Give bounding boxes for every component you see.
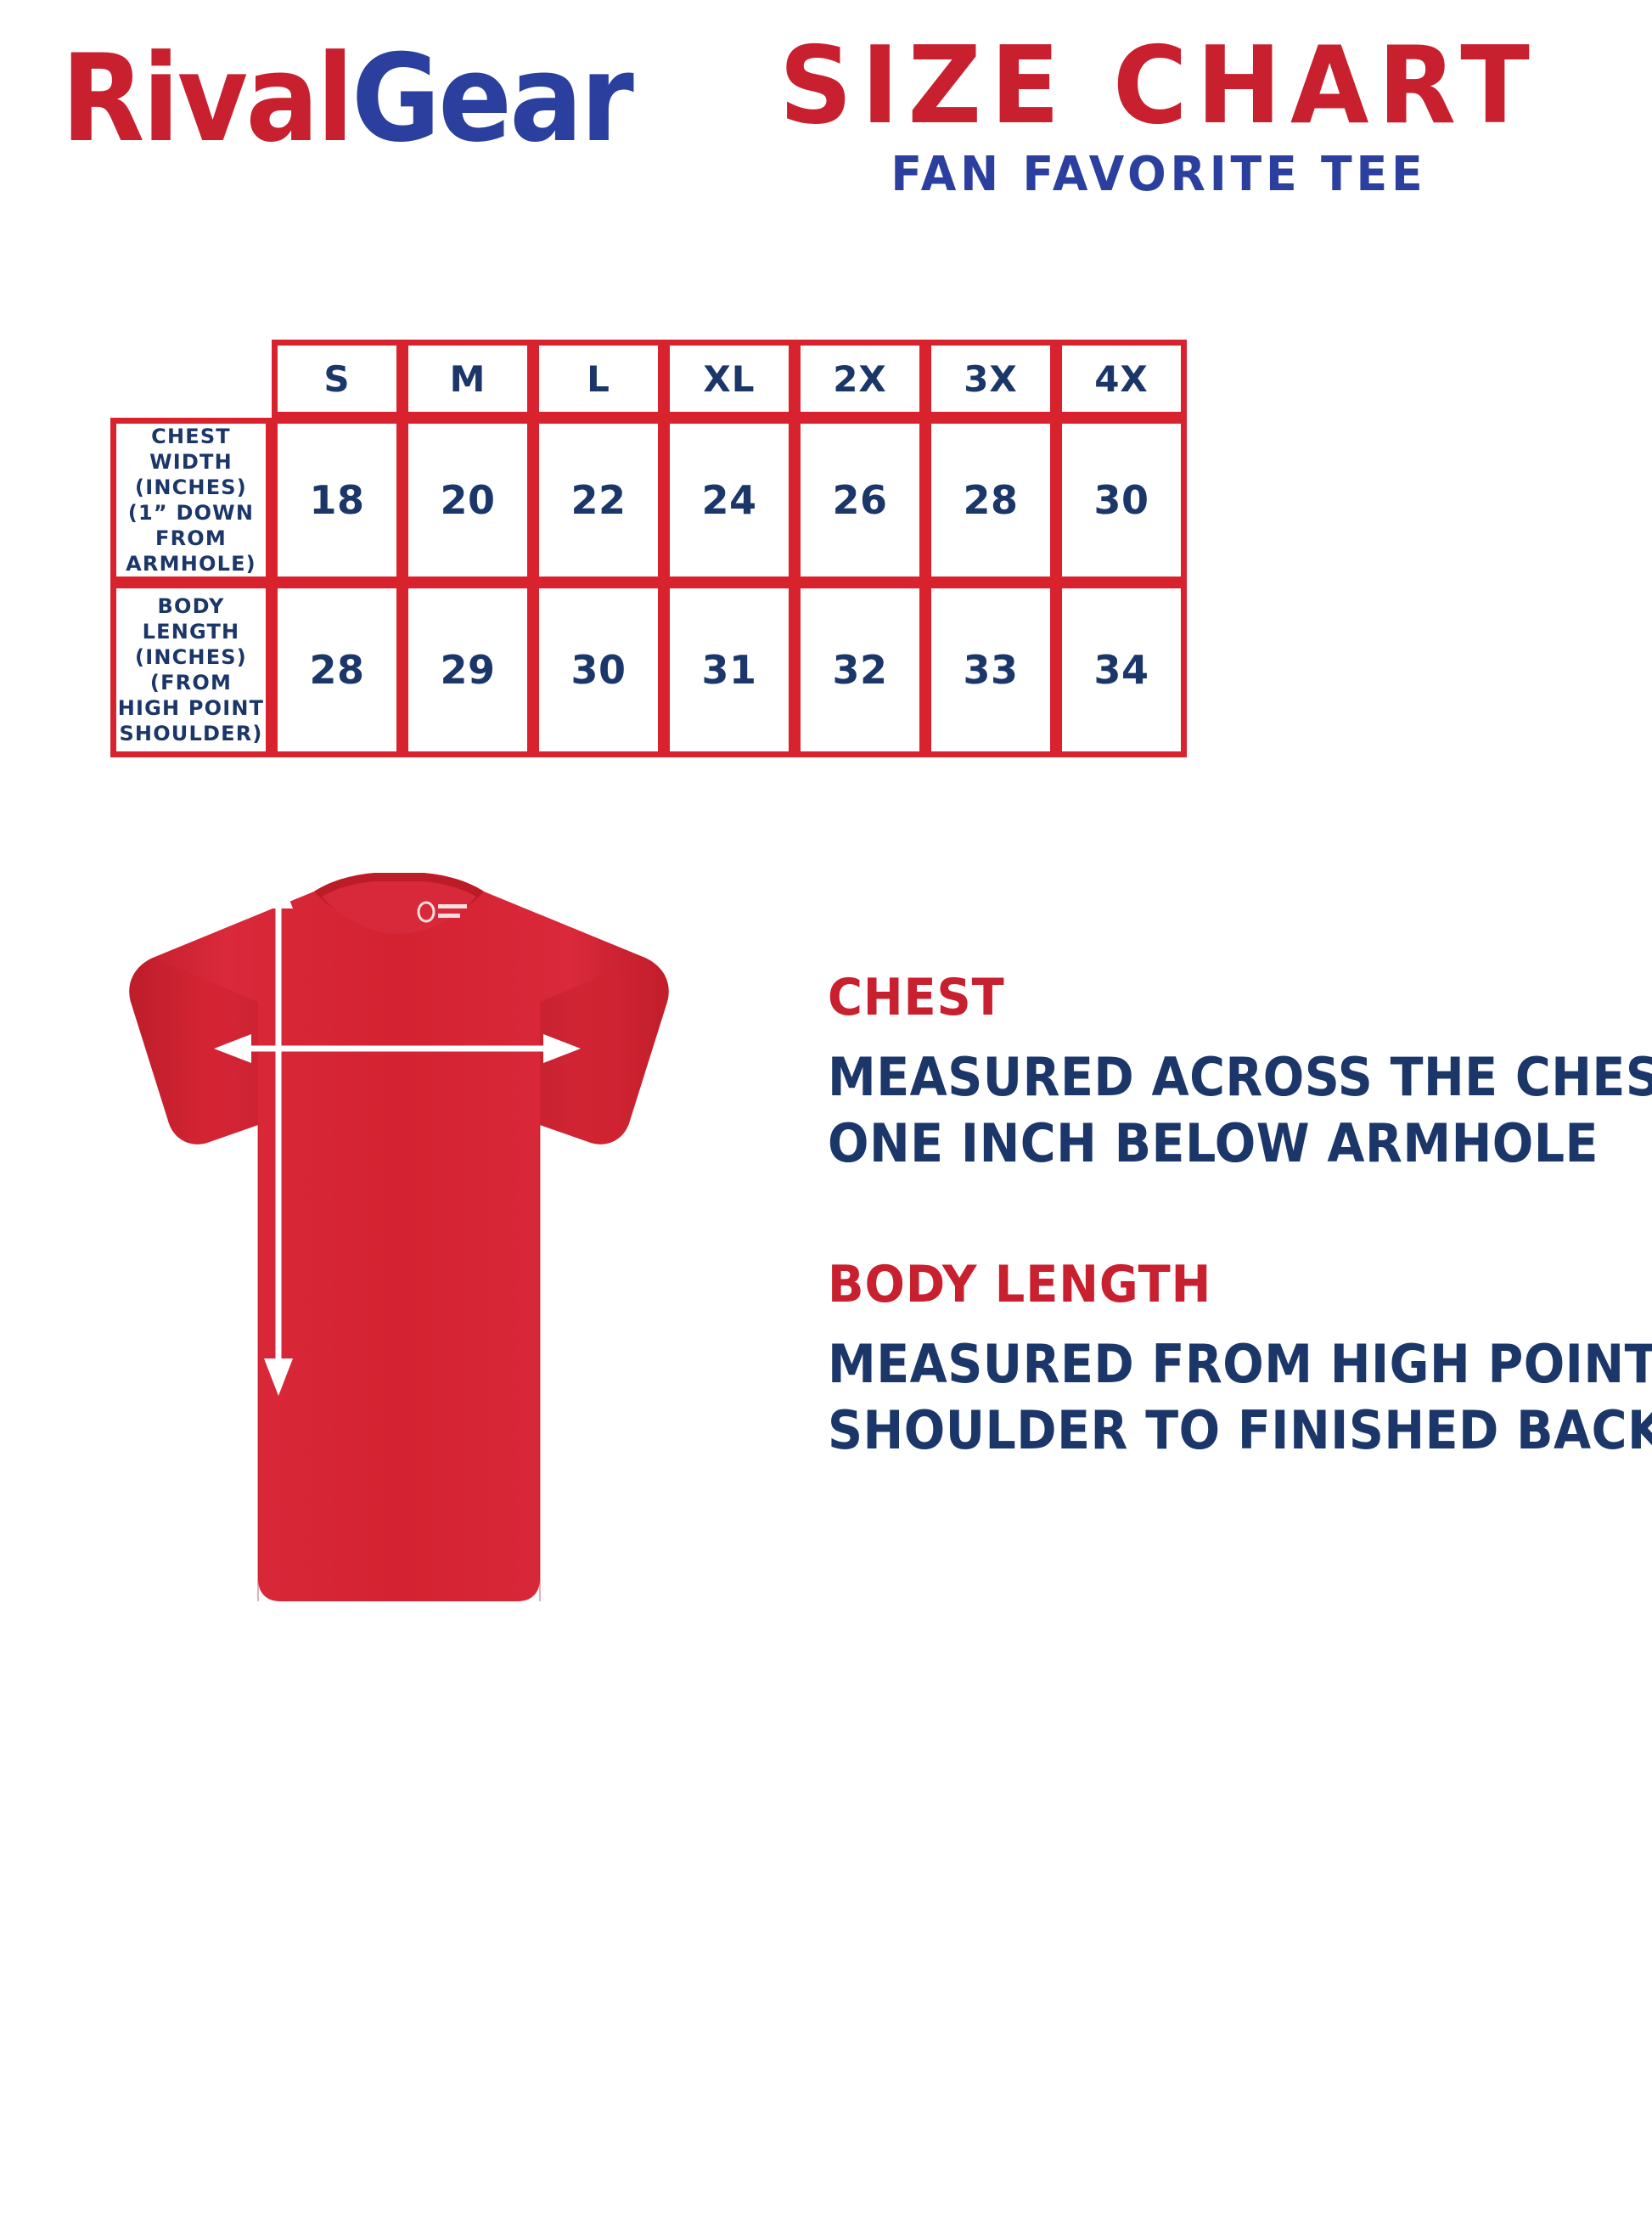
size-table-container: S M L XL 2X 3X 4X CHEST WIDTH (INCHES) (… [110, 340, 1187, 757]
body-length-2x: 32 [795, 582, 925, 757]
chest-width-3x: 28 [925, 418, 1056, 582]
description-title-body-length: BODY LENGTH [828, 1255, 1212, 1314]
size-header-2x: 2X [795, 340, 925, 418]
chest-width-xl: 24 [664, 418, 795, 582]
tshirt-body-shape [129, 873, 669, 1601]
page-subtitle: FAN FAVORITE TEE [891, 147, 1427, 202]
tshirt-svg [129, 871, 669, 1601]
row-label-chest-width: CHEST WIDTH (INCHES) (1” DOWN FROM ARMHO… [110, 418, 272, 582]
description-body-length-line-1: MEASURED FROM HIGH POINT [828, 1333, 1652, 1395]
size-header-xl: XL [664, 340, 795, 418]
size-header-m: M [402, 340, 533, 418]
description-group-chest: CHEST MEASURED ACROSS THE CHEST ONE INCH… [828, 968, 1652, 1177]
chest-arrow-label: CHEST [471, 1961, 546, 1983]
chest-width-4x: 30 [1056, 418, 1187, 582]
chest-width-2x: 26 [795, 418, 925, 582]
brand-logo-part-secondary: Gear [351, 29, 634, 169]
collar-brand-tag [417, 901, 467, 923]
body-length-s: 28 [272, 582, 402, 757]
size-header-3x: 3X [925, 340, 1056, 418]
description-body-length-line-2: SHOULDER TO FINISHED BACK HEM [828, 1399, 1652, 1461]
body-length-l: 30 [533, 582, 664, 757]
table-row-body-length: BODY LENGTH (INCHES) (FROM HIGH POINT SH… [110, 582, 1187, 757]
page-header: RivalGear SIZE CHART FAN FAVORITE TEE [0, 0, 1652, 255]
body-length-3x: 33 [925, 582, 1056, 757]
chest-width-l: 22 [533, 418, 664, 582]
row-label-body-length: BODY LENGTH (INCHES) (FROM HIGH POINT SH… [110, 582, 272, 757]
brand-logo: RivalGear [61, 36, 634, 163]
table-header-row: S M L XL 2X 3X 4X [110, 340, 1187, 418]
table-corner-cell [110, 340, 272, 418]
description-title-chest: CHEST [828, 968, 1005, 1027]
chest-measure-arrow [214, 1034, 581, 1063]
size-header-4x: 4X [1056, 340, 1187, 418]
size-table: S M L XL 2X 3X 4X CHEST WIDTH (INCHES) (… [110, 340, 1187, 757]
description-group-body-length: BODY LENGTH MEASURED FROM HIGH POINT SHO… [828, 1255, 1652, 1464]
brand-logo-part-primary: Rival [61, 29, 354, 169]
body-length-xl: 31 [664, 582, 795, 757]
description-chest-line-2: ONE INCH BELOW ARMHOLE [828, 1112, 1599, 1174]
body-length-4x: 34 [1056, 582, 1187, 757]
page-title: SIZE CHART [778, 23, 1539, 148]
body-length-measure-arrow [264, 871, 293, 1396]
chest-width-s: 18 [272, 418, 402, 582]
tshirt-illustration: CHEST BODY LENGTH [59, 866, 739, 2233]
table-row-chest-width: CHEST WIDTH (INCHES) (1” DOWN FROM ARMHO… [110, 418, 1187, 582]
body-length-m: 29 [402, 582, 533, 757]
body-length-arrow-label: BODY LENGTH [348, 2071, 369, 2233]
measurement-descriptions: CHEST MEASURED ACROSS THE CHEST ONE INCH… [828, 968, 1652, 1542]
chest-width-m: 20 [402, 418, 533, 582]
size-header-l: L [533, 340, 664, 418]
description-chest-line-1: MEASURED ACROSS THE CHEST [828, 1046, 1652, 1108]
size-header-s: S [272, 340, 402, 418]
